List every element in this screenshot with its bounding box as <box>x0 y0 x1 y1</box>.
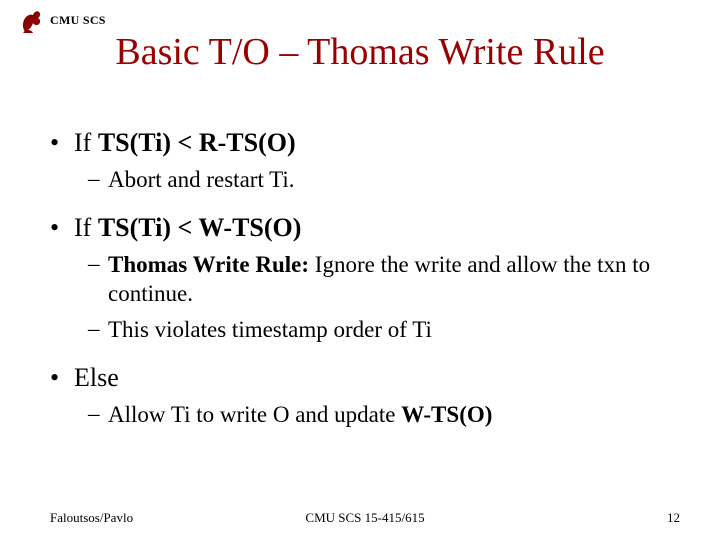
footer-center: CMU SCS 15-415/615 <box>305 510 424 526</box>
bullet-bold: TS(Ti) < R-TS(O) <box>98 128 296 157</box>
bullet-else: Else <box>50 363 680 393</box>
footer-right: 12 <box>667 510 680 526</box>
subbullet-thomas-rule: Thomas Write Rule: Ignore the write and … <box>88 251 680 309</box>
bullet-dot-icon <box>50 128 74 158</box>
bullet-text: If <box>74 213 98 242</box>
bullet-if-rts: If TS(Ti) < R-TS(O) <box>50 128 680 158</box>
dash-icon <box>88 251 108 277</box>
slide: CMU SCS Basic T/O – Thomas Write Rule If… <box>0 0 720 540</box>
footer-left: Faloutsos/Pavlo <box>50 510 133 526</box>
header-label: CMU SCS <box>50 13 106 28</box>
subbullet-abort: Abort and restart Ti. <box>88 166 680 195</box>
bullet-dot-icon <box>50 213 74 243</box>
subbullet-text: Abort and restart Ti. <box>108 166 680 195</box>
dash-icon <box>88 401 108 427</box>
bullet-if-wts: If TS(Ti) < W-TS(O) <box>50 213 680 243</box>
subbullet-bold: W-TS(O) <box>401 402 492 427</box>
bullet-dot-icon <box>50 363 74 393</box>
subbullet-text: This violates timestamp order of Ti <box>108 316 680 345</box>
subbullet-allow-write: Allow Ti to write O and update W-TS(O) <box>88 401 680 430</box>
slide-title: Basic T/O – Thomas Write Rule <box>0 30 720 74</box>
bullet-bold: TS(Ti) < W-TS(O) <box>98 213 302 242</box>
footer: Faloutsos/Pavlo CMU SCS 15-415/615 12 <box>50 510 680 526</box>
content-body: If TS(Ti) < R-TS(O) Abort and restart Ti… <box>50 110 680 430</box>
subbullet-violates: This violates timestamp order of Ti <box>88 316 680 345</box>
dash-icon <box>88 166 108 192</box>
subbullet-bold: Thomas Write Rule: <box>108 252 309 277</box>
bullet-text: Else <box>74 363 680 393</box>
dash-icon <box>88 316 108 342</box>
bullet-text: If <box>74 128 98 157</box>
subbullet-text: Allow Ti to write O and update <box>108 402 401 427</box>
